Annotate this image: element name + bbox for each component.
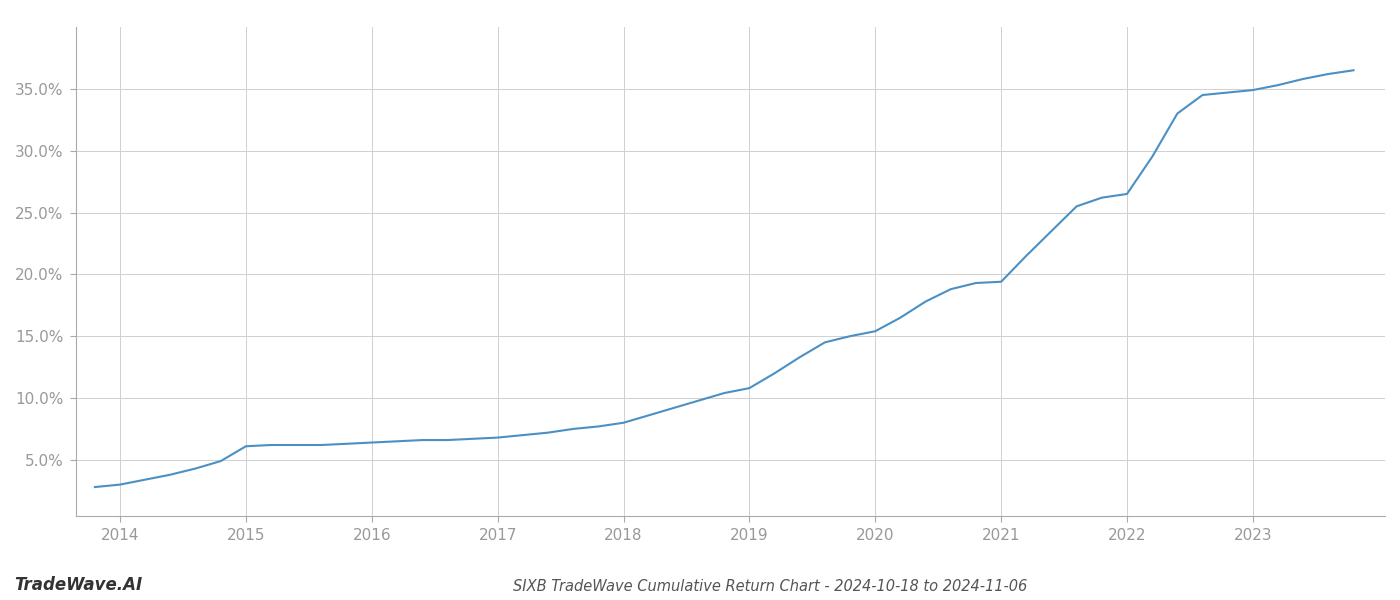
Text: TradeWave.AI: TradeWave.AI bbox=[14, 576, 143, 594]
Text: SIXB TradeWave Cumulative Return Chart - 2024-10-18 to 2024-11-06: SIXB TradeWave Cumulative Return Chart -… bbox=[512, 579, 1028, 594]
